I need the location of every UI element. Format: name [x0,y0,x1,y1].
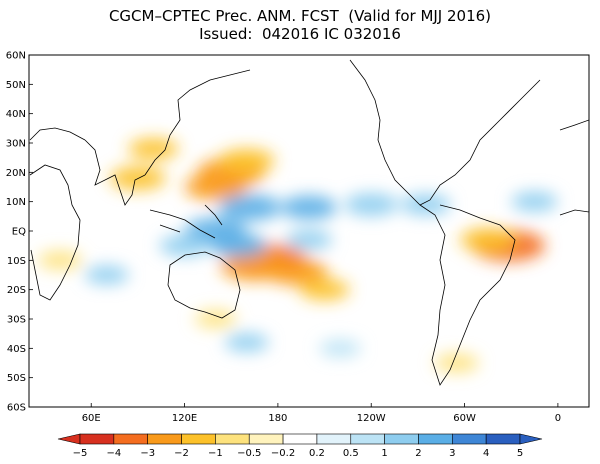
anomaly-blob [84,265,129,285]
colorbar-label: −4 [106,448,121,459]
anomaly-blob [400,193,451,216]
colorbar-box [79,433,115,445]
lon-label: 60E [82,413,101,424]
chart-subtitle: Issued: 042016 IC 032016 [199,25,401,43]
colorbar-box [418,433,453,445]
colorbar-box [248,433,284,445]
coast-australia [167,251,241,319]
lat-label: 20N [6,168,26,179]
colorbar-label: 0.5 [343,448,359,459]
anomaly-blob [220,251,289,281]
colorbar-label: 4 [483,448,489,459]
anomaly-blob [211,233,267,258]
colorbar-box [181,433,216,445]
anomaly-blob [285,229,333,250]
anomaly-blob [434,353,479,373]
colorbar-label: 2 [415,448,421,459]
colorbar-box [282,433,318,445]
lat-label: 60N [6,51,26,62]
coast-east-asia [144,69,251,176]
colorbar-box [485,433,521,445]
colorbar-box [384,433,419,445]
lon-label: 180 [268,413,287,424]
colorbar-box [113,433,148,445]
colorbar-box [350,433,385,445]
anomaly-blob [319,339,361,358]
anomaly-blob [218,148,275,173]
coastlines [29,59,589,386]
lat-label: 50N [6,80,26,91]
anomaly-blob [299,278,350,301]
lat-label: 40N [6,109,26,120]
colorbar-label: −0.5 [237,448,261,459]
anomaly-blob [38,250,83,270]
anomaly-blob [459,227,516,252]
colorbar-label: −5 [73,448,88,459]
precip-anomaly-field [38,138,558,373]
lon-label: 120W [357,413,386,424]
latitude-labels: 60N 50N 40N 30N 20N 10N EQ 10S 20S 30S 40S 50S 60S [6,51,33,414]
colorbar-box [316,433,352,445]
colorbar-label: −1 [208,448,223,459]
colorbar-arrow-left [57,433,81,445]
lon-label: 120E [172,413,197,424]
anomaly-blob [128,138,179,160]
lat-label: EQ [12,227,26,238]
coast-africa-east-edge [559,119,589,216]
lat-label: 20S [7,285,26,296]
colorbar-label: −0.2 [271,448,295,459]
map-panel: 60N 50N 40N 30N 20N 10N EQ 10S 20S 30S 40S 50S 60S 6… [6,51,590,424]
colorbar-label: −3 [140,448,155,459]
lat-label: 60S [7,403,26,414]
anomaly-blob [184,173,247,201]
chart-title: CGCM–CPTEC Prec. ANM. FCST (Valid for MJ… [108,7,492,25]
colorbar: −5 −4 −3 −2 −1 −0.5 −0.2 0.2 0.5 1 2 3 4 5 [57,433,543,459]
colorbar-labels: −5 −4 −3 −2 −1 −0.5 −0.2 0.2 0.5 1 2 3 4 5 [73,448,524,459]
colorbar-label: 3 [449,448,455,459]
colorbar-label: 5 [517,448,523,459]
anomaly-blob [344,193,399,217]
lat-label: 30S [7,315,26,326]
lat-label: 50S [7,373,26,384]
colorbar-label: 1 [381,448,387,459]
lat-label: 10N [6,197,26,208]
colorbar-box [147,433,182,445]
colorbar-label: 0.2 [309,448,325,459]
anomaly-blob [281,195,337,220]
anomaly-blob [511,191,558,212]
lat-label: 10S [7,256,26,267]
coast-south-asia [84,139,146,206]
longitude-labels: 60E 120E 180 120W 60W 0 [82,403,561,424]
lat-label: 40S [7,344,26,355]
colorbar-box [452,433,487,445]
coast-maritime [149,204,223,239]
lon-label: 60W [453,413,476,424]
anomaly-blob [159,234,210,257]
anomaly-blob [194,310,237,328]
colorbar-arrow-right [519,433,543,445]
colorbar-boxes [57,433,543,445]
colorbar-label: −2 [174,448,189,459]
coast-south-america [419,204,516,386]
lat-label: 30N [6,139,26,150]
anomaly-blob [218,194,281,221]
colorbar-box [215,433,250,445]
anomaly-blob [224,332,269,352]
lon-label: 0 [555,413,561,424]
coast-africa [29,127,86,301]
